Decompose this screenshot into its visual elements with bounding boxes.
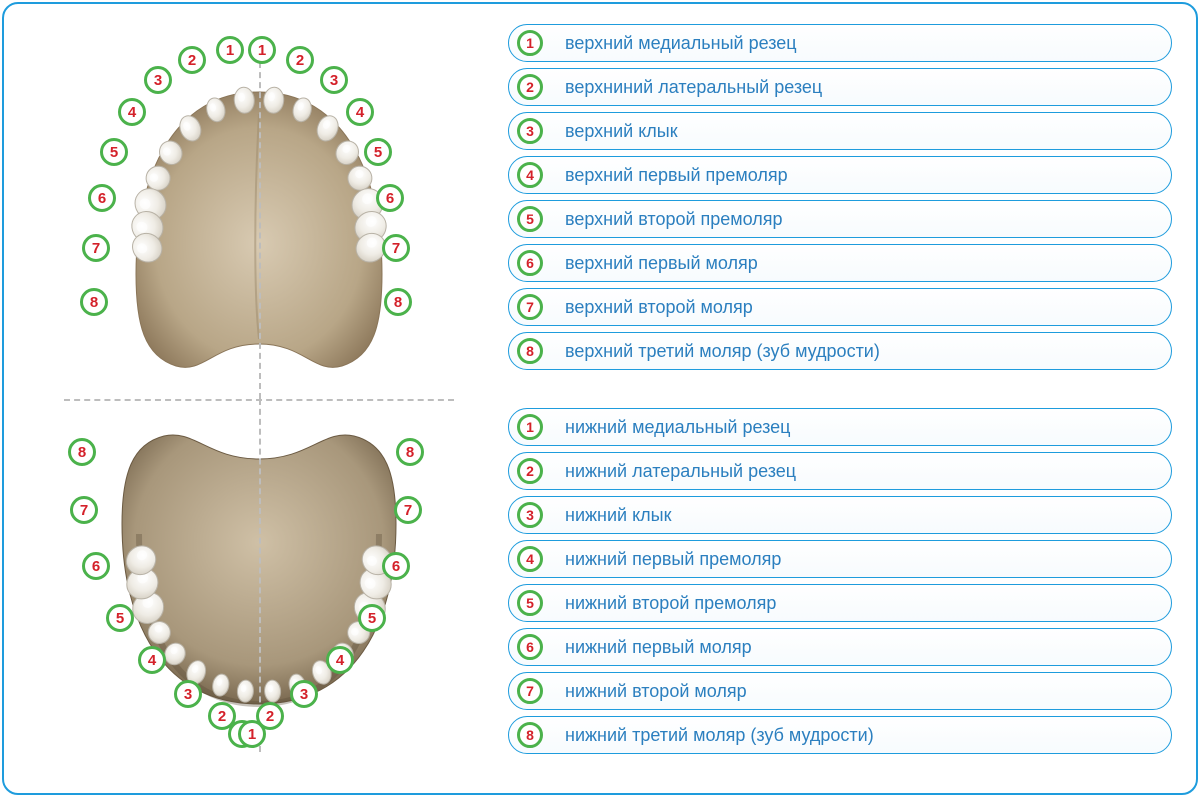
legend-label: верхний первый моляр [565, 253, 758, 274]
legend-badge: 5 [517, 590, 543, 616]
legend-row: 8 верхний третий моляр (зуб мудрости) [508, 332, 1172, 370]
legend-badge: 6 [517, 634, 543, 660]
legend-row: 6 верхний первый моляр [508, 244, 1172, 282]
legend-badge: 3 [517, 118, 543, 144]
legend-badge: 7 [517, 678, 543, 704]
upper-right-marker-1: 1 [248, 36, 276, 64]
lower-left-marker-4: 4 [138, 646, 166, 674]
lower-left-marker-6: 6 [82, 552, 110, 580]
legend-label: нижний третий моляр (зуб мудрости) [565, 725, 874, 746]
legend-badge: 8 [517, 338, 543, 364]
legend-label: нижний клык [565, 505, 671, 526]
upper-right-marker-6: 6 [376, 184, 404, 212]
lower-left-marker-8: 8 [68, 438, 96, 466]
legend-label: верхний третий моляр (зуб мудрости) [565, 341, 880, 362]
upper-right-marker-2: 2 [286, 46, 314, 74]
legend-row: 4 нижний первый премоляр [508, 540, 1172, 578]
legend-label: верхний второй премоляр [565, 209, 783, 230]
legend-label: нижний второй премоляр [565, 593, 776, 614]
legend-badge: 2 [517, 458, 543, 484]
legend-row: 1 верхний медиальный резец [508, 24, 1172, 62]
legend-row: 5 верхний второй премоляр [508, 200, 1172, 238]
lower-right-marker-7: 7 [394, 496, 422, 524]
upper-left-marker-3: 3 [144, 66, 172, 94]
upper-left-marker-6: 6 [88, 184, 116, 212]
lower-legend-group: 1 нижний медиальный резец 2 нижний латераль… [508, 408, 1172, 754]
vertical-divider-upper [259, 42, 261, 399]
upper-right-marker-5: 5 [364, 138, 392, 166]
legend-row: 4 верхний первый премоляр [508, 156, 1172, 194]
legend-label: нижний первый моляр [565, 637, 752, 658]
lower-right-marker-6: 6 [382, 552, 410, 580]
upper-legend-group: 1 верхний медиальный резец 2 верхниний лате… [508, 24, 1172, 370]
upper-left-marker-4: 4 [118, 98, 146, 126]
vertical-divider-lower [259, 399, 261, 752]
legend-panel: 1 верхний медиальный резец 2 верхниний лате… [494, 4, 1196, 793]
lower-right-marker-8: 8 [396, 438, 424, 466]
legend-badge: 5 [517, 206, 543, 232]
legend-row: 1 нижний медиальный резец [508, 408, 1172, 446]
legend-row: 5 нижний второй премоляр [508, 584, 1172, 622]
upper-right-marker-3: 3 [320, 66, 348, 94]
lower-right-marker-1: 1 [238, 720, 266, 748]
upper-left-marker-7: 7 [82, 234, 110, 262]
upper-right-marker-4: 4 [346, 98, 374, 126]
lower-left-marker-7: 7 [70, 496, 98, 524]
legend-label: верхний второй моляр [565, 297, 753, 318]
legend-badge: 4 [517, 546, 543, 572]
legend-row: 3 верхний клык [508, 112, 1172, 150]
legend-label: нижний медиальный резец [565, 417, 790, 438]
legend-badge: 1 [517, 30, 543, 56]
legend-row: 7 верхний второй моляр [508, 288, 1172, 326]
legend-label: нижний второй моляр [565, 681, 747, 702]
legend-row: 6 нижний первый моляр [508, 628, 1172, 666]
lower-left-marker-3: 3 [174, 680, 202, 708]
upper-right-marker-7: 7 [382, 234, 410, 262]
legend-badge: 2 [517, 74, 543, 100]
legend-row: 2 верхниний латеральный резец [508, 68, 1172, 106]
upper-right-marker-8: 8 [384, 288, 412, 316]
lower-right-marker-3: 3 [290, 680, 318, 708]
legend-label: верхний клык [565, 121, 678, 142]
legend-badge: 7 [517, 294, 543, 320]
legend-badge: 6 [517, 250, 543, 276]
legend-row: 3 нижний клык [508, 496, 1172, 534]
lower-right-marker-5: 5 [358, 604, 386, 632]
legend-row: 7 нижний второй моляр [508, 672, 1172, 710]
diagram-panel: 11223344556677888877665544332211 [4, 4, 494, 793]
legend-label: нижний первый премоляр [565, 549, 781, 570]
legend-label: верхниний латеральный резец [565, 77, 822, 98]
legend-label: нижний латеральный резец [565, 461, 796, 482]
legend-row: 2 нижний латеральный резец [508, 452, 1172, 490]
legend-badge: 1 [517, 414, 543, 440]
upper-left-marker-8: 8 [80, 288, 108, 316]
legend-badge: 8 [517, 722, 543, 748]
legend-label: верхний медиальный резец [565, 33, 797, 54]
legend-badge: 4 [517, 162, 543, 188]
upper-left-marker-1: 1 [216, 36, 244, 64]
dental-chart-frame: 11223344556677888877665544332211 1верхни… [2, 2, 1198, 795]
upper-left-marker-5: 5 [100, 138, 128, 166]
lower-right-marker-4: 4 [326, 646, 354, 674]
lower-left-marker-5: 5 [106, 604, 134, 632]
legend-row: 8 нижний третий моляр (зуб мудрости) [508, 716, 1172, 754]
upper-left-marker-2: 2 [178, 46, 206, 74]
legend-label: верхний первый премоляр [565, 165, 788, 186]
legend-badge: 3 [517, 502, 543, 528]
